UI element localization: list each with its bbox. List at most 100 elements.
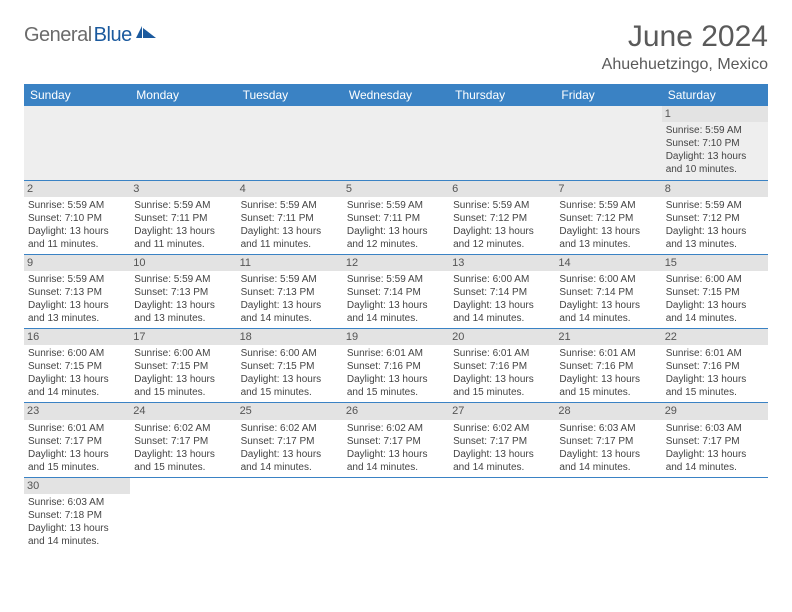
sunset-text: Sunset: 7:12 PM [559,212,657,225]
sunset-text: Sunset: 7:17 PM [241,435,339,448]
daylight-text: and 15 minutes. [241,386,339,399]
sunrise-text: Sunrise: 6:01 AM [28,422,126,435]
daylight-text: Daylight: 13 hours [559,448,657,461]
day-number: 27 [449,403,555,419]
calendar-day-cell: 20Sunrise: 6:01 AMSunset: 7:16 PMDayligh… [449,329,555,403]
sunrise-text: Sunrise: 6:00 AM [241,347,339,360]
calendar-day-cell: 17Sunrise: 6:00 AMSunset: 7:15 PMDayligh… [130,329,236,403]
sunrise-text: Sunrise: 6:01 AM [347,347,445,360]
sunset-text: Sunset: 7:17 PM [453,435,551,448]
day-number: 6 [449,181,555,197]
sunset-text: Sunset: 7:13 PM [134,286,232,299]
day-number: 17 [130,329,236,345]
calendar-empty-cell [237,477,343,551]
calendar-day-cell: 1Sunrise: 5:59 AMSunset: 7:10 PMDaylight… [662,106,768,180]
daylight-text: and 14 minutes. [666,461,764,474]
daylight-text: Daylight: 13 hours [241,299,339,312]
daylight-text: Daylight: 13 hours [559,373,657,386]
daylight-text: and 15 minutes. [347,386,445,399]
calendar-day-cell: 12Sunrise: 5:59 AMSunset: 7:14 PMDayligh… [343,254,449,328]
weekday-header-row: SundayMondayTuesdayWednesdayThursdayFrid… [24,84,768,106]
calendar-empty-cell [130,106,236,180]
day-number: 21 [555,329,661,345]
calendar-day-cell: 18Sunrise: 6:00 AMSunset: 7:15 PMDayligh… [237,329,343,403]
daylight-text: Daylight: 13 hours [666,150,764,163]
calendar-day-cell: 16Sunrise: 6:00 AMSunset: 7:15 PMDayligh… [24,329,130,403]
sunset-text: Sunset: 7:16 PM [559,360,657,373]
day-number: 4 [237,181,343,197]
sunrise-text: Sunrise: 6:03 AM [28,496,126,509]
daylight-text: Daylight: 13 hours [134,373,232,386]
logo: GeneralBlue [24,24,158,47]
sunset-text: Sunset: 7:11 PM [134,212,232,225]
daylight-text: Daylight: 13 hours [347,299,445,312]
calendar-day-cell: 30Sunrise: 6:03 AMSunset: 7:18 PMDayligh… [24,477,130,551]
calendar-empty-cell [449,477,555,551]
sunset-text: Sunset: 7:15 PM [241,360,339,373]
sunrise-text: Sunrise: 6:00 AM [559,273,657,286]
daylight-text: and 15 minutes. [559,386,657,399]
daylight-text: and 15 minutes. [453,386,551,399]
sunrise-text: Sunrise: 6:00 AM [453,273,551,286]
day-number: 8 [662,181,768,197]
day-number: 20 [449,329,555,345]
sunrise-text: Sunrise: 5:59 AM [241,199,339,212]
day-number: 16 [24,329,130,345]
weekday-header: Sunday [24,84,130,106]
day-number: 24 [130,403,236,419]
daylight-text: and 12 minutes. [453,238,551,251]
calendar-day-cell: 6Sunrise: 5:59 AMSunset: 7:12 PMDaylight… [449,180,555,254]
daylight-text: and 14 minutes. [453,312,551,325]
day-number: 30 [24,478,130,494]
sunset-text: Sunset: 7:11 PM [241,212,339,225]
sunset-text: Sunset: 7:15 PM [666,286,764,299]
sunset-text: Sunset: 7:13 PM [241,286,339,299]
calendar-day-cell: 5Sunrise: 5:59 AMSunset: 7:11 PMDaylight… [343,180,449,254]
daylight-text: and 14 minutes. [241,312,339,325]
sunset-text: Sunset: 7:18 PM [28,509,126,522]
calendar-day-cell: 11 Sunrise: 5:59 AMSunset: 7:13 PMDayligh… [237,254,343,328]
daylight-text: Daylight: 13 hours [134,225,232,238]
sunrise-text: Sunrise: 5:59 AM [28,273,126,286]
sunrise-text: Sunrise: 5:59 AM [241,273,339,286]
sunset-text: Sunset: 7:16 PM [347,360,445,373]
daylight-text: and 14 minutes. [453,461,551,474]
day-number: 12 [343,255,449,271]
day-number: 9 [24,255,130,271]
daylight-text: and 13 minutes. [28,312,126,325]
sunrise-text: Sunrise: 5:59 AM [134,273,232,286]
sunrise-text: Sunrise: 6:03 AM [559,422,657,435]
daylight-text: and 11 minutes. [28,238,126,251]
daylight-text: and 11 minutes. [241,238,339,251]
sunset-text: Sunset: 7:13 PM [28,286,126,299]
calendar-empty-cell [555,106,661,180]
daylight-text: and 14 minutes. [347,312,445,325]
location: Ahuehuetzingo, Mexico [602,56,768,74]
calendar-day-cell: 10Sunrise: 5:59 AMSunset: 7:13 PMDayligh… [130,254,236,328]
sunset-text: Sunset: 7:12 PM [666,212,764,225]
calendar-empty-cell [237,106,343,180]
day-number: 18 [237,329,343,345]
daylight-text: and 11 minutes. [134,238,232,251]
calendar-day-cell: 23Sunrise: 6:01 AMSunset: 7:17 PMDayligh… [24,403,130,477]
daylight-text: and 14 minutes. [28,535,126,548]
calendar-day-cell: 28Sunrise: 6:03 AMSunset: 7:17 PMDayligh… [555,403,661,477]
calendar-empty-cell [555,477,661,551]
sunset-text: Sunset: 7:17 PM [559,435,657,448]
sunrise-text: Sunrise: 6:01 AM [559,347,657,360]
calendar-day-cell: 8Sunrise: 5:59 AMSunset: 7:12 PMDaylight… [662,180,768,254]
daylight-text: Daylight: 13 hours [134,299,232,312]
day-number: 11 [237,255,343,271]
sunset-text: Sunset: 7:17 PM [134,435,232,448]
calendar-week-row: 9Sunrise: 5:59 AMSunset: 7:13 PMDaylight… [24,254,768,328]
daylight-text: Daylight: 13 hours [559,299,657,312]
daylight-text: and 13 minutes. [134,312,232,325]
sunset-text: Sunset: 7:10 PM [666,137,764,150]
calendar-day-cell: 3Sunrise: 5:59 AMSunset: 7:11 PMDaylight… [130,180,236,254]
logo-text-blue: Blue [94,24,132,47]
daylight-text: Daylight: 13 hours [134,448,232,461]
day-number: 25 [237,403,343,419]
daylight-text: and 14 minutes. [28,386,126,399]
calendar-day-cell: 24Sunrise: 6:02 AMSunset: 7:17 PMDayligh… [130,403,236,477]
sunrise-text: Sunrise: 5:59 AM [453,199,551,212]
